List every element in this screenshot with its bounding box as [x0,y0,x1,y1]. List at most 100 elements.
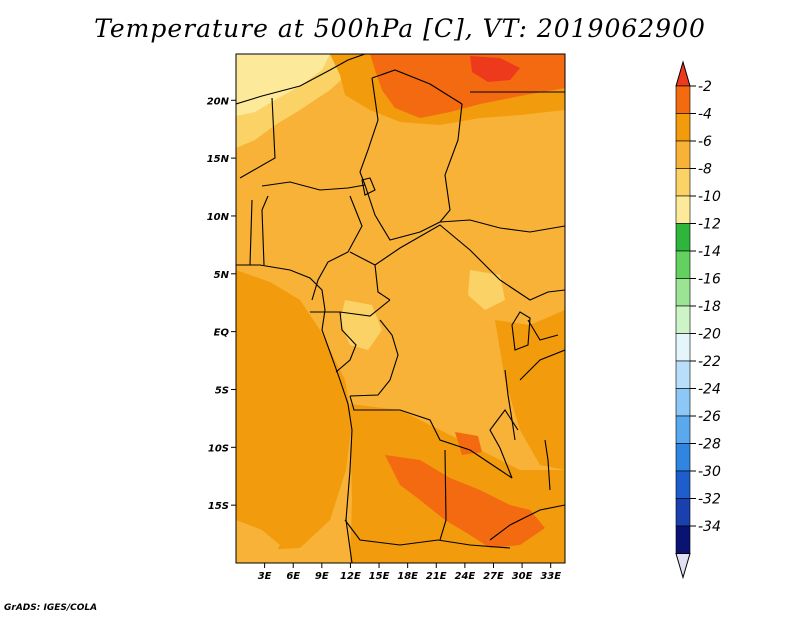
colorbar-level-label: -6 [698,134,712,150]
lake-malawi [544,439,551,491]
colorbar-segment [675,360,691,389]
lake-tanganyika [504,369,516,441]
colorbar-level-label: -28 [698,437,721,453]
colorbar-segment [675,305,691,334]
field-west-warm [236,270,352,550]
border-zambia-zimbabwe [489,504,565,541]
colorbar-level-label: -14 [698,244,721,260]
colorbar-segment [675,140,691,169]
temperature-field [236,54,565,563]
coastline-west-africa [236,264,353,563]
country-borders [236,54,565,563]
lon-tick-label: 15E [369,571,390,582]
colorbar-level-label: -12 [698,217,721,233]
border-southsudan-drc [499,279,565,301]
border-togo [249,199,253,266]
border-car-cameroon [349,251,391,301]
border-uganda-kenya [527,319,559,341]
field-southwest-cool [236,520,280,563]
lon-tick-label: 27E [483,571,504,582]
border-mali-niger [239,97,276,179]
colorbar-level-label: -4 [698,107,712,123]
colorbar-segment [675,223,691,252]
latitude-axis: 20N 15N 10N 5N EQ 5S 10S 15S [207,96,236,512]
field-south-hot [385,455,545,548]
colorbar-level-label: -8 [698,162,712,178]
lon-tick-label: 33E [540,571,561,582]
longitude-axis: 3E 6E 9E 12E 15E 18E 21E 24E 27E 30E 33E [258,563,561,582]
border-chad-sudan [439,103,463,223]
lat-tick-label: 5S [215,385,229,396]
colorbar-segment [675,388,691,417]
lat-tick-label: 20N [207,96,230,107]
lon-tick-label: 9E [315,571,329,582]
border-libya-chad [371,69,463,105]
colorbar-level-label: -2 [698,79,712,95]
colorbar-level-label: -26 [698,409,721,425]
border-drc-angola [349,395,513,479]
border-gabon-congo [335,311,357,373]
border-angola-zambia [439,449,447,541]
lon-tick-label: 30E [512,571,533,582]
colorbar-segment [675,333,691,362]
lat-tick-label: 15N [207,154,230,165]
colorbar-segment [675,250,691,279]
colorbar-level-label: -20 [698,327,721,343]
lat-tick-label: 15S [208,501,229,512]
field-pale-patch-east [468,270,505,310]
border-car-drc [374,224,501,281]
field-pale-patch-central [340,300,382,350]
colorbar-level-label: -34 [698,519,721,535]
border-chad-car [364,184,441,241]
colorbar-bottom-arrow [675,553,691,580]
colorbar-segment [675,498,691,527]
border-angola-namibia [344,519,511,549]
colorbar-level-label: -16 [698,272,721,288]
colorbar-segment [675,470,691,499]
lake-victoria [511,311,531,351]
lon-tick-label: 6E [286,571,300,582]
colorbar-level-label: -10 [698,189,721,205]
colorbar-level-label: -24 [698,382,721,398]
colorbar-segment [675,525,691,554]
colorbar-level-label: -30 [698,464,721,480]
lake-chad [361,177,376,196]
colorbar-segment [675,113,691,142]
lat-tick-label: 10S [208,443,229,454]
border-benin [261,195,269,266]
border-congo-drc [349,319,399,397]
colorbar-level-label: -32 [698,492,721,508]
border-niger-chad [359,77,379,186]
colorbar-segment [675,168,691,197]
colorbar-segment [675,278,691,307]
field-east-warm [495,310,565,470]
lat-tick-label: EQ [214,328,230,339]
border-algeria-niger [236,54,366,105]
map-title: Temperature at 500hPa [C], VT: 201906290… [94,14,706,43]
colorbar: -2 -4 -6 -8 -10 -12 -14 -16 -18 -20 -22 -24 -26 -28 -3… [675,60,721,580]
colorbar-top-arrow [675,60,691,87]
lon-tick-label: 21E [426,571,447,582]
lon-tick-label: 12E [340,571,361,582]
border-tanzania [519,349,565,381]
colorbar-segment [675,415,691,444]
lon-tick-label: 3E [258,571,272,582]
border-nigeria-cameroon [311,195,363,301]
colorbar-segment [675,85,691,114]
colorbar-segment [675,195,691,224]
lon-tick-label: 24E [454,571,475,582]
field-northwest-coolest [236,54,330,116]
lon-tick-label: 18E [397,571,418,582]
colorbar-level-label: -22 [698,354,721,370]
grads-credit: GrADS: IGES/COLA [4,603,98,613]
colorbar-segment [675,443,691,472]
lat-tick-label: 5N [214,270,230,281]
field-south-hot-small [455,432,482,455]
border-drc-zambia [489,409,519,479]
border-niger-nigeria [261,181,366,191]
map-frame [235,53,566,564]
colorbar-level-label: -18 [698,299,721,315]
border-sudan-southsudan [439,219,565,233]
field-north-hottest [470,56,520,82]
